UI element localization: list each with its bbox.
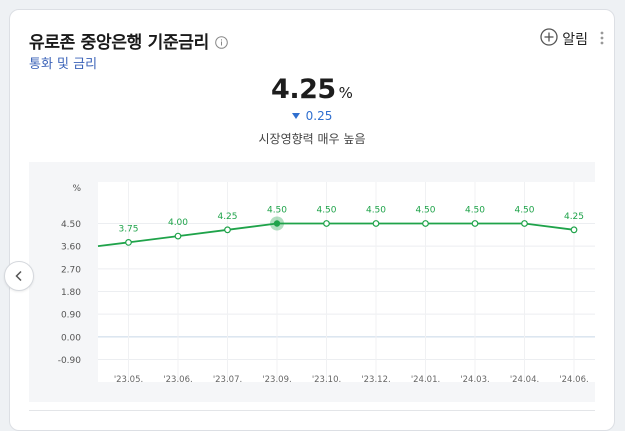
- page-title: 유로존 중앙은행 기준금리: [29, 33, 209, 53]
- data-point: [125, 238, 132, 246]
- x-tick-label: '23.09.: [262, 375, 291, 385]
- x-tick-label: '23.10.: [312, 375, 341, 385]
- divider: [29, 410, 595, 411]
- data-point: [521, 220, 528, 227]
- x-tick-label: '24.01.: [411, 375, 440, 385]
- rate-change: 0.25: [10, 109, 614, 123]
- chart-area: % 4.50 3.60 2.70 1.80 0.90 0.00 -0.90 '23.05. '23…: [29, 162, 595, 402]
- rate-card: 유로존 중앙은행 기준금리 통화 및 금리 알림 4.25%: [9, 9, 615, 431]
- x-tick-label: '24.03.: [460, 375, 489, 385]
- add-circle-icon: [540, 28, 558, 50]
- impact-level: 매우 높음: [317, 132, 366, 146]
- y-unit-label: %: [72, 184, 81, 194]
- x-tick-label: '23.07.: [213, 375, 242, 385]
- rate-value: 4.25: [271, 74, 336, 105]
- current-value: 4.25%: [10, 74, 614, 105]
- more-options-icon[interactable]: [600, 30, 604, 49]
- y-tick-label: 3.60: [61, 243, 81, 253]
- data-point: [570, 226, 578, 234]
- data-label: 4.50: [316, 206, 336, 216]
- x-tick-label: '23.12.: [361, 375, 390, 385]
- alarm-label: 알림: [562, 32, 588, 48]
- chevron-left-icon: [14, 267, 24, 286]
- y-tick-label: 0.90: [61, 311, 81, 321]
- y-tick-label: 4.50: [61, 220, 81, 230]
- data-point: [471, 220, 479, 227]
- prev-button[interactable]: [4, 261, 34, 291]
- impact-label: 시장영향력: [258, 132, 314, 146]
- x-tick-label: '24.06.: [559, 375, 588, 385]
- y-tick-label: 1.80: [61, 288, 81, 298]
- info-icon[interactable]: [215, 34, 228, 49]
- y-tick-label: 0.00: [61, 333, 81, 343]
- alarm-button[interactable]: 알림: [540, 28, 588, 50]
- data-point: [372, 220, 380, 227]
- title-row: 유로존 중앙은행 기준금리: [29, 28, 228, 53]
- rate-unit: %: [338, 84, 353, 102]
- data-point: [323, 220, 330, 227]
- data-label: 4.50: [465, 206, 485, 216]
- x-tick-label: '23.05.: [114, 375, 143, 385]
- data-label: 4.50: [415, 206, 435, 216]
- market-impact: 시장영향력 매우 높음: [10, 130, 614, 147]
- category-link[interactable]: 통화 및 금리: [29, 57, 98, 72]
- rate-line-chart: % 4.50 3.60 2.70 1.80 0.90 0.00 -0.90 '23.05. '23…: [58, 182, 595, 385]
- data-label: 3.75: [118, 224, 138, 234]
- data-label: 4.25: [564, 212, 584, 222]
- down-triangle-icon: [291, 112, 300, 119]
- x-tick-label: '23.06.: [163, 375, 192, 385]
- data-label: 4.50: [514, 206, 534, 216]
- data-label: 4.00: [168, 218, 188, 228]
- data-label: 4.50: [267, 206, 287, 216]
- data-point: [224, 226, 231, 234]
- data-point: [422, 220, 429, 227]
- data-label: 4.50: [366, 206, 386, 216]
- x-tick-label: '24.04.: [510, 375, 539, 385]
- y-tick-label: 2.70: [61, 265, 81, 275]
- data-label: 4.25: [217, 212, 237, 222]
- data-point-highlight: [273, 220, 281, 227]
- y-tick-label: -0.90: [58, 356, 82, 366]
- data-point: [174, 232, 182, 240]
- change-value: 0.25: [305, 109, 333, 123]
- plot-background: [98, 182, 595, 382]
